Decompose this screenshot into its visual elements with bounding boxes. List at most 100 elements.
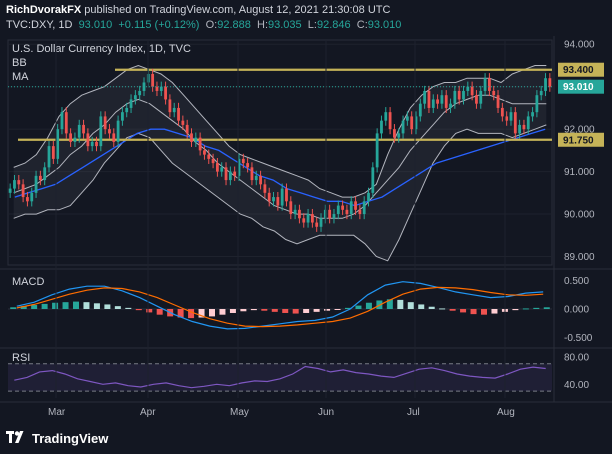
candlestick [505,116,509,121]
macd-histogram-bar [460,309,467,313]
level-label-box [558,132,604,147]
rsi-band-fill [8,363,552,392]
candlestick [531,112,534,117]
macd-histogram-bar [114,306,121,309]
ohlc-line: TVC:DXY, 1D 93.010 +0.115 (+0.12%) O:92.… [6,19,401,31]
candlestick [358,209,362,215]
macd-histogram-bar [146,309,153,313]
macd-label: MACD [12,276,44,288]
time-axis-label: Jun [318,407,334,418]
macd-histogram-bar [188,309,195,319]
candlestick [475,95,478,104]
candlestick [328,209,332,219]
candlestick [276,197,280,206]
candlestick [315,222,319,227]
time-axis-label: Mar [48,407,66,418]
macd-histogram-bar [219,309,226,315]
moving-average-line [14,128,546,207]
candlestick [254,175,258,181]
candlestick [518,124,522,134]
candlestick [427,90,431,108]
time-axis-label: Aug [497,407,515,418]
macd-histogram-bar [135,309,142,311]
macd-histogram-bar [93,303,100,309]
macd-histogram-bar [229,309,236,313]
candlestick [241,158,245,164]
rsi-tick-label: 40.00 [564,380,589,391]
candlestick [393,129,396,138]
macd-histogram-bar [543,307,550,309]
candlestick [73,137,77,142]
candlestick [133,95,137,100]
macd-histogram-bar [41,303,48,309]
macd-histogram-bar [282,309,289,313]
candlestick [17,180,21,185]
candlestick [418,103,422,117]
chart-header: RichDvorakFX published on TradingView.co… [0,0,612,36]
candlestick [95,141,98,147]
change-value: +0.115 (+0.12%) [118,19,200,31]
macd-histogram-bar [386,299,393,309]
rsi-label: RSI [12,352,30,364]
rsi-tick-label: 80.00 [564,352,589,363]
chart-canvas[interactable]: 94.00093.00092.00091.00090.00089.00093.4… [0,36,612,428]
candlestick [168,99,172,113]
candlestick [310,214,314,223]
candlestick [203,150,206,155]
macd-histogram-bar [271,309,278,312]
candlestick [177,107,180,121]
candlestick [332,214,336,219]
candlestick [367,192,370,202]
level-label: 91.750 [563,135,594,146]
candlestick [293,209,297,215]
candlestick [164,86,167,100]
candlestick [51,146,55,159]
candlestick [233,171,237,176]
candlestick [116,120,120,142]
candlestick [99,116,103,147]
candlestick [440,95,444,104]
macd-tick-label: 0.000 [564,305,589,316]
macd-histogram-bar [324,309,331,311]
close-value: 93.010 [367,19,402,31]
signal-line [16,286,544,328]
macd-histogram-bar [62,302,69,309]
bollinger-lower-line [13,124,547,262]
macd-histogram-bar [407,302,414,309]
candlestick [267,192,271,202]
candlestick [423,90,427,104]
candlestick [108,129,111,134]
macd-histogram-bar [177,309,184,318]
candlestick [26,197,29,202]
macd-histogram-bar [10,307,17,309]
symbol-label: TVC:DXY, 1D [6,19,73,31]
last-price-label: 93.010 [563,82,594,93]
candlestick [362,201,366,215]
candlestick [172,107,176,113]
high-label: H: [257,19,269,31]
candlestick [64,112,68,134]
macd-histogram-bar [481,309,487,315]
last-price-box [558,79,604,94]
price-tick-label: 90.000 [564,210,595,221]
price-value: 93.010 [78,19,113,31]
macd-histogram-bar [365,302,372,309]
high-value: 93.035 [268,19,302,31]
candlestick [211,158,215,164]
candlestick [34,175,38,193]
time-axis-label: Jul [407,407,420,418]
candlestick [60,112,64,130]
tradingview-brand[interactable]: TradingView [32,431,109,446]
macd-histogram-bar [240,309,247,312]
candlestick [444,95,448,108]
time-axis-label: Apr [140,407,156,418]
level-label-box [558,62,604,77]
candlestick [38,175,42,181]
candlestick [43,167,47,181]
candlestick [285,188,288,202]
candlestick [237,158,241,176]
macd-histogram-bar [125,307,132,309]
author-name[interactable]: RichDvorakFX [6,4,82,16]
price-pane [7,39,553,266]
candlestick [466,86,470,91]
